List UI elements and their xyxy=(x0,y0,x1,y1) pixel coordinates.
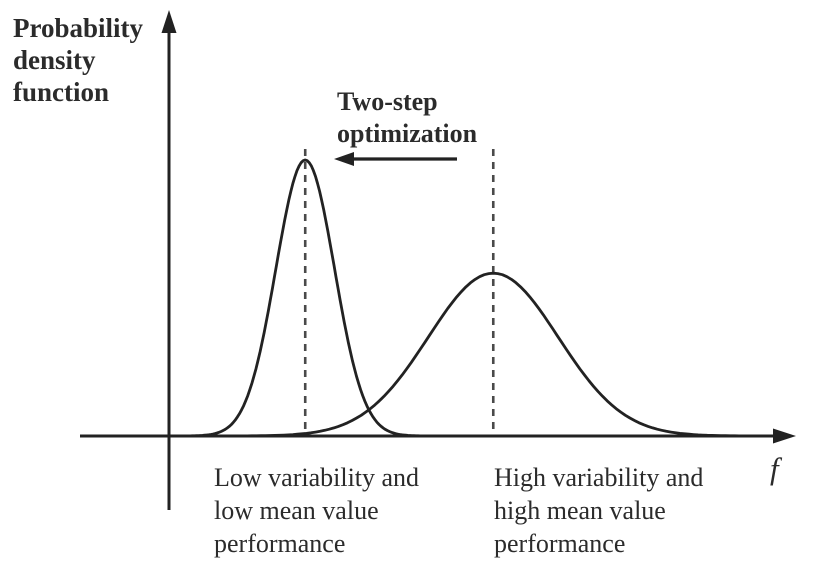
low-variability-curve xyxy=(180,158,430,438)
y-axis-label: Probability density function xyxy=(13,13,144,107)
optimization-arrowhead-icon xyxy=(334,152,354,166)
two-step-optimization-annotation: Two-step optimization xyxy=(337,87,478,148)
low-variability-curve-label: Low variability and low mean value perfo… xyxy=(214,463,420,558)
x-axis-label: f xyxy=(770,451,779,486)
high-variability-curve-label: High variability and high mean value per… xyxy=(494,463,704,558)
x-axis-arrowhead-icon xyxy=(773,428,796,444)
high-variability-curve xyxy=(218,271,768,438)
y-axis-arrowhead-icon xyxy=(161,10,177,33)
